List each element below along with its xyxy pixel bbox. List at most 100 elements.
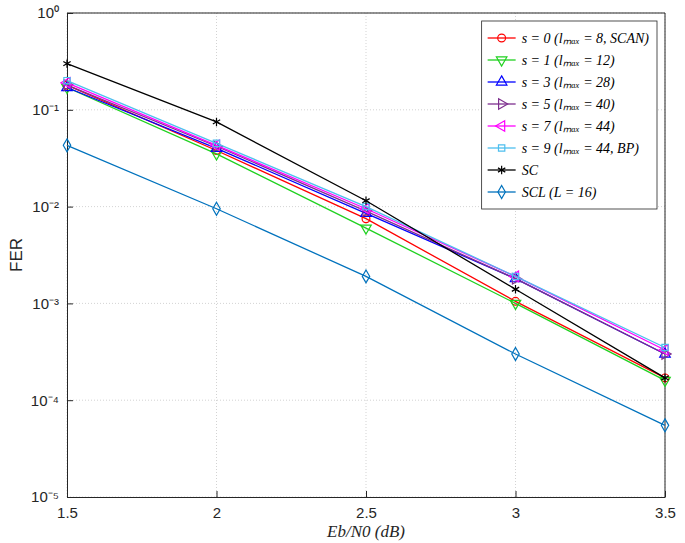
marker [362,196,369,204]
marker [512,273,518,279]
x-grid-line [665,13,666,497]
y-axis-title: FER [7,238,26,272]
legend-label: s = 9 (lₘₐₓ = 44, BP) [522,141,640,157]
legend-label: SC [522,163,539,178]
x-axis: 1.5 2 2.5 3 3.5 [57,491,676,521]
tick: 3 [512,491,520,521]
legend-line [488,59,516,60]
legend-label: s = 3 (lₘₐₓ = 28) [522,75,615,91]
legend-box [482,21,657,209]
tick-mark [516,491,517,497]
legend-label: SCL (L = 16) [522,185,597,201]
series-line [67,87,665,354]
series-line [67,81,665,348]
tick-label: 3.5 [655,504,676,521]
tick: 2.5 [356,491,377,521]
tick-label: 2 [213,504,221,521]
legend-label: s = 0 (lₘₐₓ = 8, SCAN) [522,31,650,47]
marker [63,139,70,152]
tick: 2 [213,491,221,521]
legend-label: s = 7 (lₘₐₓ = 44) [522,119,615,135]
legend-label: s = 5 (lₘₐₓ = 40) [522,97,615,113]
legend-marker [496,76,507,85]
tick: 10⁻⁴ [31,392,73,409]
tick-mark [67,207,73,208]
series [64,77,668,350]
tick-label: 3 [512,504,520,521]
series [63,59,668,382]
legend-marker [498,34,506,42]
grid [67,13,665,497]
y-grid-line [67,13,665,14]
legend-item: s = 0 (lₘₐₓ = 8, SCAN) [488,31,650,47]
legend-item: s = 5 (lₘₐₓ = 40) [488,97,615,113]
legend-label: s = 1 (lₘₐₓ = 12) [522,53,615,69]
legend-item: s = 7 (lₘₐₓ = 44) [488,119,615,135]
tick-label: 10⁻⁴ [31,392,59,409]
tick: 10⁻² [32,198,73,215]
tick-label: 1.5 [57,504,78,521]
legend: s = 0 (lₘₐₓ = 8, SCAN) s = 1 (lₘₐₓ = 12) s… [482,21,657,209]
series [61,78,668,356]
tick-label: 2.5 [356,504,377,521]
marker [362,270,369,283]
y-grid-line [67,400,665,401]
legend-marker [499,99,508,110]
marker [510,300,521,309]
legend-item: s = 9 (lₘₐₓ = 44, BP) [488,141,640,157]
tick-mark [67,400,73,401]
marker [661,374,668,382]
series-line [67,87,665,380]
legend-item: SC [488,163,539,178]
legend-marker [498,166,505,174]
marker [211,151,222,160]
marker [63,59,70,67]
tick-label: 10⁻³ [32,295,59,312]
tick-label: 10⁰ [37,4,59,21]
legend-marker [496,57,507,66]
marker [661,419,668,432]
legend-marker [498,145,504,151]
series-line [67,83,665,350]
plot: 1.5 2 2.5 3 3.5 10⁻⁵ 10⁻⁴ 10⁻³ 10⁻² 10⁻¹ 10⁰ s = 0 … [31,4,676,520]
marker [213,118,220,126]
tick-label: 10⁻¹ [32,101,59,118]
frame [665,13,666,497]
x-axis-title: Eb/N0 (dB) [326,522,405,541]
y-axis: 10⁻⁵ 10⁻⁴ 10⁻³ 10⁻² 10⁻¹ 10⁰ [31,4,73,505]
legend-line [488,37,516,38]
frame [67,13,665,14]
legend-line [488,81,516,82]
tick-label: 10⁻² [32,198,59,215]
legend-line [488,191,516,192]
tick: 10⁻¹ [32,101,73,118]
marker [512,348,519,361]
marker [361,225,372,234]
legend-line [488,125,516,126]
series [63,81,669,382]
tick-mark [67,110,73,111]
series-line [67,145,665,425]
series [62,81,671,357]
marker [213,202,220,215]
tick-mark [217,491,218,497]
tick-mark [366,491,367,497]
legend-line [488,147,516,148]
y-grid-line [67,303,665,304]
tick-mark [67,497,73,498]
marker [662,344,668,350]
marker [213,140,219,146]
legend-marker [498,186,505,199]
chart: 1.5 2 2.5 3 3.5 10⁻⁵ 10⁻⁴ 10⁻³ 10⁻² 10⁻¹ 10⁰ s = 0 … [0,0,685,543]
tick-mark [67,303,73,304]
legend-item: s = 1 (lₘₐₓ = 12) [488,53,615,69]
series-line [67,64,665,378]
series-line [67,85,665,354]
legend-item: SCL (L = 16) [488,185,597,201]
legend-line [488,103,516,104]
legend-item: s = 3 (lₘₐₓ = 28) [488,75,615,91]
legend-marker [496,121,505,132]
tick: 10⁻⁵ [31,488,73,505]
x-grid-line [216,13,217,497]
marker [61,78,70,89]
